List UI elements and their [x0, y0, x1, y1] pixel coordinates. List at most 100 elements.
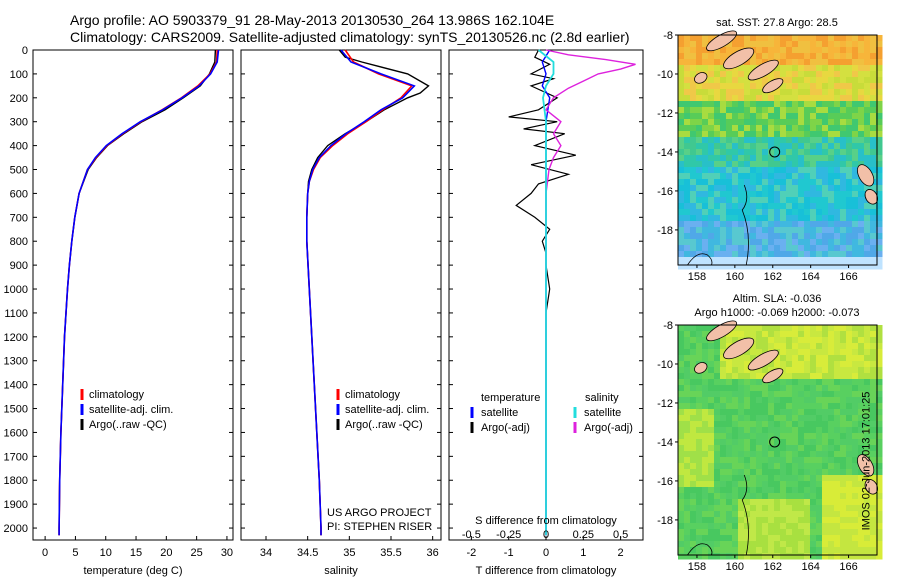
- map-cell: [846, 463, 853, 470]
- map-cell: [714, 107, 721, 114]
- map-cell: [870, 499, 877, 506]
- map-cell: [864, 547, 871, 554]
- map-cell: [768, 71, 775, 78]
- map-cell: [726, 221, 733, 228]
- map-cell: [858, 155, 865, 162]
- map-cell: [708, 89, 715, 96]
- map-cell: [798, 355, 805, 362]
- map-cell: [822, 185, 829, 192]
- map-cell: [750, 167, 757, 174]
- map-cell: [744, 209, 751, 216]
- map-cell: [768, 41, 775, 48]
- map-cell: [750, 227, 757, 234]
- map-cell: [690, 137, 697, 144]
- map-cell: [840, 517, 847, 524]
- map-cell: [810, 251, 817, 258]
- lon-tick-label: 166: [839, 561, 857, 573]
- map-cell: [846, 385, 853, 392]
- map-cell: [852, 517, 859, 524]
- map-cell: [852, 131, 859, 138]
- map-cell: [870, 185, 877, 192]
- map-cell: [702, 469, 709, 476]
- map-cell: [762, 251, 769, 258]
- map-cell: [876, 463, 883, 470]
- map-cell: [744, 71, 751, 78]
- map-cell: [816, 373, 823, 380]
- map-cell: [744, 215, 751, 222]
- map-cell: [876, 343, 883, 350]
- map-cell: [762, 427, 769, 434]
- map-cell: [756, 403, 763, 410]
- map-cell: [696, 239, 703, 246]
- lat-tick-label: -18: [657, 225, 673, 237]
- map-cell: [756, 349, 763, 356]
- map-cell: [792, 167, 799, 174]
- map-cell: [684, 529, 691, 536]
- map-cell: [708, 493, 715, 500]
- map-cell: [750, 511, 757, 518]
- map-cell: [750, 161, 757, 168]
- map-cell: [804, 325, 811, 332]
- map-cell: [834, 209, 841, 216]
- map-cell: [744, 137, 751, 144]
- map-cell: [810, 481, 817, 488]
- map-cell: [726, 403, 733, 410]
- depth-tick-label: 1900: [4, 499, 28, 511]
- map-cell: [870, 547, 877, 554]
- map-cell: [756, 433, 763, 440]
- map-cell: [810, 529, 817, 536]
- map-cell: [708, 325, 715, 332]
- map-cell: [762, 95, 769, 102]
- map-cell: [852, 47, 859, 54]
- map-cell: [738, 355, 745, 362]
- map-cell: [786, 215, 793, 222]
- map-cell: [738, 523, 745, 530]
- map-cell: [792, 119, 799, 126]
- map-cell: [870, 251, 877, 258]
- map-cell: [828, 245, 835, 252]
- map-cell: [708, 95, 715, 102]
- map-cell: [768, 203, 775, 210]
- map-cell: [768, 523, 775, 530]
- map-cell: [846, 89, 853, 96]
- map-cell: [816, 445, 823, 452]
- map-cell: [774, 41, 781, 48]
- legend-label: Argo(-adj): [481, 422, 530, 434]
- map-cell: [792, 251, 799, 258]
- map-cell: [684, 149, 691, 156]
- map-cell: [864, 47, 871, 54]
- map-cell: [798, 421, 805, 428]
- map-cell: [810, 517, 817, 524]
- map-cell: [732, 89, 739, 96]
- map-cell: [714, 373, 721, 380]
- map-cell: [816, 251, 823, 258]
- map-cell: [834, 215, 841, 222]
- map-cell: [840, 185, 847, 192]
- map-cell: [678, 331, 685, 338]
- map-cell: [684, 451, 691, 458]
- map-cell: [810, 191, 817, 198]
- map-cell: [774, 433, 781, 440]
- map-cell: [876, 167, 883, 174]
- map-cell: [834, 487, 841, 494]
- map-cell: [810, 185, 817, 192]
- map-cell: [774, 203, 781, 210]
- map-cell: [846, 149, 853, 156]
- map-cell: [840, 155, 847, 162]
- map-cell: [690, 517, 697, 524]
- map-cell: [762, 457, 769, 464]
- map-cell: [720, 397, 727, 404]
- map-cell: [678, 457, 685, 464]
- map-cell: [744, 493, 751, 500]
- map-cell: [834, 179, 841, 186]
- map-cell: [858, 421, 865, 428]
- map-cell: [726, 143, 733, 150]
- map-cell: [774, 361, 781, 368]
- map-cell: [792, 517, 799, 524]
- map-cell: [852, 541, 859, 548]
- map-cell: [696, 475, 703, 482]
- map-cell: [732, 523, 739, 530]
- depth-tick-label: 200: [10, 93, 28, 105]
- map-cell: [822, 421, 829, 428]
- map-cell: [690, 215, 697, 222]
